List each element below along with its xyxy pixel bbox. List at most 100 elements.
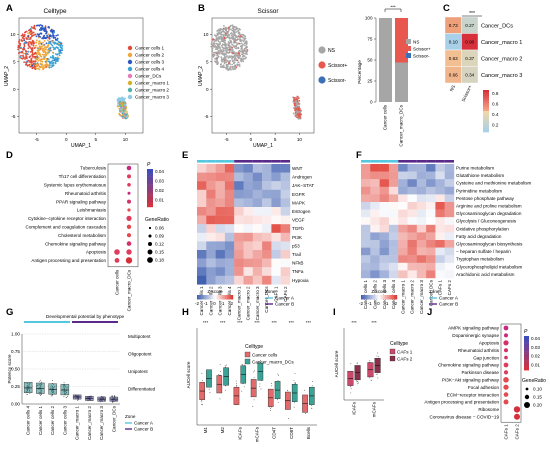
jitter-point <box>260 388 262 390</box>
enrichment-dot <box>127 208 131 212</box>
panel-label-j: J <box>427 307 432 318</box>
umap-point <box>122 97 124 100</box>
umap-point <box>294 96 297 99</box>
heat-cell <box>215 250 226 259</box>
umap-point <box>120 102 122 104</box>
umap-point <box>121 115 124 118</box>
heat-cell <box>271 164 281 173</box>
heat-cell <box>398 217 408 225</box>
heat-cell <box>206 275 216 285</box>
panel-a-xlabel: UMAP_1 <box>71 143 91 149</box>
x-tick-label: Cancer cells 1 <box>38 406 43 436</box>
heat-cell <box>197 267 207 276</box>
umap-point <box>218 46 221 49</box>
heat-cell <box>370 232 380 241</box>
jitter-point <box>350 363 352 365</box>
jitter-point <box>219 363 221 365</box>
heat-cell <box>197 198 207 208</box>
umap-point <box>233 51 235 53</box>
heat-cell <box>398 179 408 187</box>
y-axis-label: Potency score <box>7 354 12 384</box>
umap-point <box>232 68 235 71</box>
umap-point <box>222 38 225 41</box>
heat-cell <box>262 224 272 233</box>
colorbar-label: 0.03 <box>155 179 164 184</box>
umap-point <box>47 64 49 66</box>
colorbar-step <box>392 295 394 300</box>
umap-point <box>237 50 240 53</box>
umap-point <box>238 38 241 41</box>
umap-point <box>232 59 234 62</box>
colorbar-label: 0.03 <box>531 345 540 350</box>
heat-cell <box>370 171 380 180</box>
umap-point <box>25 61 27 64</box>
umap-point <box>61 45 64 47</box>
panel-g: G Developmental potential by phenotype 1… <box>6 307 156 440</box>
y-tick-label: -5 <box>204 114 209 119</box>
heat-cell <box>426 240 436 248</box>
jitter-point <box>370 379 372 381</box>
term-label: Coronavirus disease − COVID−19 <box>430 415 500 420</box>
umap-point <box>214 51 216 54</box>
jitter-point <box>243 386 245 388</box>
col-label: Cancer cells 2 <box>208 286 213 316</box>
heat-cell <box>262 172 272 182</box>
enrichment-dot <box>503 377 509 383</box>
zscore-legend-title: Z score <box>371 289 387 294</box>
col-label: Cancer_macro 2 <box>410 280 415 314</box>
umap-point <box>40 65 43 68</box>
row-label: TGFb <box>292 226 304 231</box>
jitter-point <box>26 394 28 395</box>
y-tick-label: 0.25 <box>11 384 20 389</box>
umap-point <box>297 107 299 110</box>
heat-cell <box>197 164 207 173</box>
zone-annotation <box>72 321 118 323</box>
umap-point <box>219 41 221 44</box>
umap-point <box>221 46 224 49</box>
term-label: Tuberculosis <box>80 166 107 171</box>
panel-a-plot-frame <box>18 17 144 134</box>
legend-swatch <box>244 358 251 365</box>
colorbar-step <box>483 98 489 101</box>
umap-point <box>222 40 225 42</box>
x-tick-label: Cancer cells 2 <box>50 406 55 436</box>
jitter-point <box>350 388 352 390</box>
panel-b-bar-legend: NS Scissor+ Scissor- <box>406 39 431 59</box>
umap-point <box>36 64 38 67</box>
panel-b-xlabel: UMAP_1 <box>253 143 273 149</box>
colorbar-step <box>147 176 153 179</box>
legend-swatch <box>406 39 411 44</box>
colorbar-step <box>147 174 153 177</box>
heat-cell <box>262 181 272 190</box>
heat-cell <box>388 217 399 225</box>
y-tick-label: -5 <box>11 114 16 119</box>
y-tick-label: 5 <box>13 59 16 64</box>
heat-cell <box>426 202 436 210</box>
heat-cell <box>206 207 216 216</box>
colorbar-step <box>524 366 529 369</box>
signif-label: *** <box>351 320 357 325</box>
jitter-point <box>356 362 358 364</box>
umap-point <box>238 55 241 57</box>
umap-point <box>19 56 22 58</box>
colorbar-step <box>219 295 222 300</box>
heat-cell <box>243 207 253 216</box>
term-label: PPAR signaling pathway <box>56 199 107 204</box>
heat-cell <box>361 209 371 218</box>
col-label: Cancer_macro 3 <box>419 280 424 314</box>
umap-point <box>54 57 57 59</box>
umap-point <box>37 24 39 27</box>
umap-point <box>238 34 240 37</box>
heat-cell <box>398 262 408 271</box>
heat-cell <box>416 232 427 241</box>
heat-cell <box>435 194 445 203</box>
umap-point <box>218 36 221 38</box>
panel-d: D Tuberculosis Th17 cell differentiation S… <box>6 150 169 311</box>
jitter-point <box>252 371 254 373</box>
umap-point <box>232 28 235 30</box>
umap-point <box>298 99 301 102</box>
heat-cell <box>215 172 226 182</box>
y-tick-label: 100 <box>365 16 373 21</box>
umap-point <box>25 40 27 43</box>
colorbar-label: 2 <box>395 301 398 306</box>
